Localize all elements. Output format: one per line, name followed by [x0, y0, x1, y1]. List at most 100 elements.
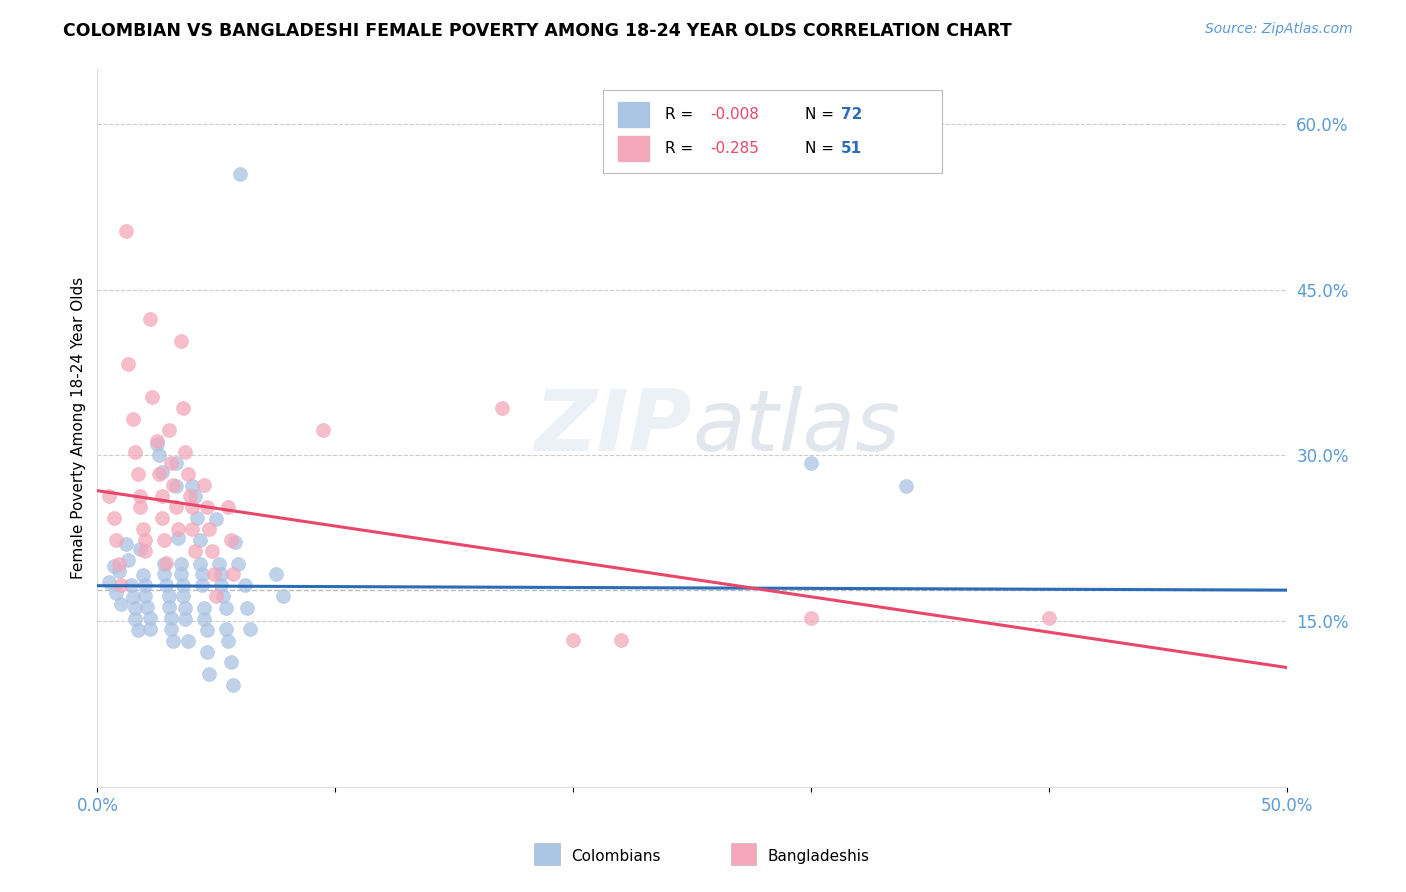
Point [169, 557, 191, 571]
Point [229, 167, 252, 181]
Point [181, 500, 204, 515]
Text: Bangladeshis: Bangladeshis [768, 849, 870, 863]
Text: -0.008: -0.008 [710, 107, 759, 122]
FancyBboxPatch shape [617, 135, 651, 162]
Point [562, 632, 585, 647]
Point [107, 557, 129, 571]
Point [169, 334, 191, 349]
Point [224, 534, 246, 549]
Point [153, 566, 176, 581]
Point [127, 623, 149, 637]
Point [134, 544, 156, 558]
Point [193, 478, 215, 492]
Point [138, 622, 160, 636]
Text: 72: 72 [841, 107, 862, 122]
Point [169, 566, 191, 581]
Point [167, 522, 190, 536]
Point [110, 577, 132, 591]
Point [153, 557, 176, 571]
Point [117, 357, 139, 371]
Point [124, 612, 146, 626]
Point [212, 589, 235, 603]
Point [191, 566, 214, 581]
Point [110, 598, 132, 612]
Point [236, 600, 259, 615]
Point [177, 467, 200, 481]
Point [184, 544, 207, 558]
Point [205, 589, 228, 603]
Point [198, 522, 221, 536]
Point [162, 634, 184, 648]
Point [103, 558, 125, 573]
Point [215, 600, 238, 615]
Point [181, 522, 204, 536]
Point [150, 511, 173, 525]
Point [157, 599, 180, 614]
Point [162, 478, 184, 492]
Point [160, 456, 183, 470]
Point [202, 566, 225, 581]
Point [103, 511, 125, 525]
Point [186, 511, 208, 525]
Point [150, 489, 173, 503]
Point [153, 533, 176, 548]
Point [491, 401, 513, 415]
Text: -0.285: -0.285 [710, 141, 759, 156]
Point [105, 533, 128, 548]
Point [165, 500, 187, 515]
Text: 51: 51 [841, 141, 862, 156]
Point [800, 456, 823, 470]
Text: ZIP: ZIP [534, 386, 692, 469]
Point [136, 599, 159, 614]
Point [172, 589, 194, 603]
Point [200, 544, 222, 558]
Point [129, 500, 152, 515]
Point [138, 312, 160, 326]
Point [155, 577, 177, 591]
Point [205, 512, 228, 526]
Point [172, 577, 194, 591]
Point [264, 566, 287, 581]
Point [188, 557, 211, 571]
Point [894, 479, 917, 493]
Point [195, 645, 218, 659]
Point [148, 467, 170, 481]
Point [177, 634, 200, 648]
Point [172, 401, 194, 415]
Point [134, 533, 156, 548]
Point [191, 577, 214, 591]
Point [1038, 611, 1060, 625]
Point [217, 500, 239, 515]
Point [198, 667, 221, 681]
Text: Source: ZipAtlas.com: Source: ZipAtlas.com [1205, 22, 1353, 37]
Point [215, 622, 238, 636]
Point [150, 465, 173, 479]
Point [209, 566, 232, 581]
Text: Colombians: Colombians [571, 849, 661, 863]
Text: COLOMBIAN VS BANGLADESHI FEMALE POVERTY AMONG 18-24 YEAR OLDS CORRELATION CHART: COLOMBIAN VS BANGLADESHI FEMALE POVERTY … [63, 22, 1012, 40]
Point [131, 522, 153, 536]
Point [184, 489, 207, 503]
Point [193, 612, 215, 626]
Point [105, 586, 128, 600]
Point [179, 489, 201, 503]
Point [800, 611, 823, 625]
Point [222, 566, 245, 581]
Point [160, 611, 183, 625]
Point [122, 590, 145, 604]
Point [226, 557, 249, 571]
Point [195, 500, 218, 515]
Point [98, 489, 121, 503]
Point [148, 448, 170, 462]
Point [208, 557, 231, 571]
Point [129, 489, 152, 503]
Point [188, 533, 211, 548]
Point [609, 632, 631, 647]
Point [98, 575, 121, 590]
Point [222, 678, 245, 692]
Text: N =: N = [806, 107, 834, 122]
Point [141, 390, 163, 404]
Point [233, 577, 256, 591]
Point [219, 655, 242, 669]
Point [120, 577, 142, 591]
